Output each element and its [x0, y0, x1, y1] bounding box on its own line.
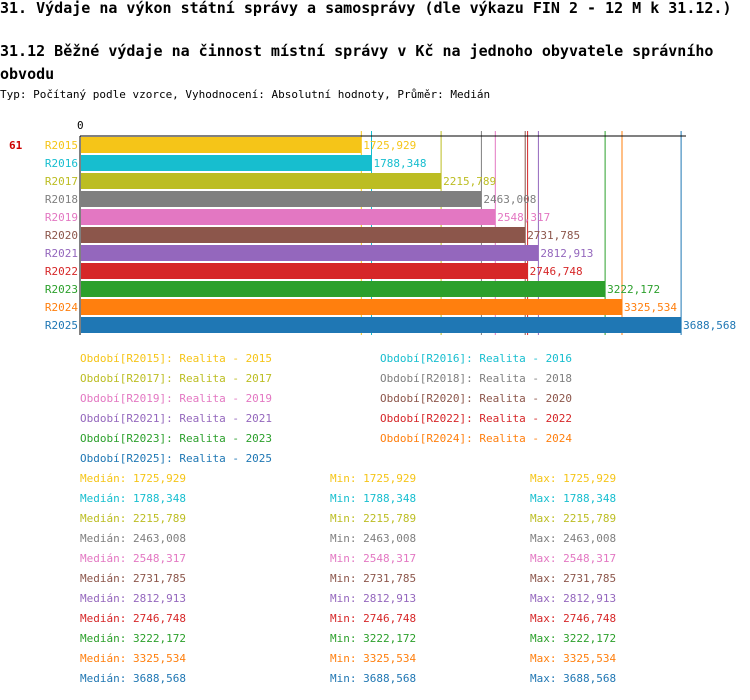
category-label: R2015 [45, 139, 78, 152]
category-label: R2022 [45, 265, 78, 278]
legend-item: Období[R2016]: Realita - 2016 [380, 352, 573, 365]
value-label: 3222,172 [607, 283, 660, 296]
category-label: R2017 [45, 175, 78, 188]
chart-subtitle: 31.12 Běžné výdaje na činnost místní spr… [0, 42, 714, 83]
stat-median: Medián: 3222,172 [80, 632, 186, 645]
legend-item: Období[R2023]: Realita - 2023 [80, 432, 273, 445]
stat-max: Max: 3688,568 [530, 672, 617, 685]
bar-R2019 [81, 209, 496, 225]
category-label: R2020 [45, 229, 78, 242]
stat-min: Min: 2746,748 [330, 612, 417, 625]
legend-item: Období[R2021]: Realita - 2021 [80, 412, 273, 425]
bar-R2025 [81, 317, 682, 333]
page-title: 31. Výdaje na výkon státní správy a samo… [0, 0, 732, 17]
value-label: 2731,785 [527, 229, 580, 242]
value-label: 2463,008 [483, 193, 536, 206]
stat-min: Min: 3325,534 [330, 652, 417, 665]
stat-max: Max: 2812,913 [530, 592, 617, 605]
bar-chart: R2015 1725,929 R2016 1788,348 R2017 2215,789 R… [9, 119, 736, 335]
stat-max: Max: 3325,534 [530, 652, 617, 665]
stat-max: Max: 2215,789 [530, 512, 617, 525]
stat-max: Max: 1725,929 [530, 472, 617, 485]
stat-median: Medián: 2463,008 [80, 532, 186, 545]
stat-median: Medián: 1725,929 [80, 472, 186, 485]
stat-min: Min: 2463,008 [330, 532, 417, 545]
stat-median: Medián: 3325,534 [80, 652, 186, 665]
stat-median: Medián: 2812,913 [80, 592, 186, 605]
category-label: R2024 [45, 301, 78, 314]
value-label: 1788,348 [374, 157, 427, 170]
stat-median: Medián: 1788,348 [80, 492, 186, 505]
bar-R2021 [81, 245, 539, 261]
legend-item: Období[R2020]: Realita - 2020 [380, 392, 573, 405]
value-label: 3688,568 [683, 319, 736, 332]
stat-max: Max: 3222,172 [530, 632, 617, 645]
value-label: 3325,534 [624, 301, 677, 314]
category-label: R2018 [45, 193, 78, 206]
stat-max: Max: 2746,748 [530, 612, 617, 625]
bar-R2024 [81, 299, 622, 315]
bar-R2020 [81, 227, 526, 243]
stat-max: Max: 1788,348 [530, 492, 617, 505]
legend-item: Období[R2017]: Realita - 2017 [80, 372, 273, 385]
stat-min: Min: 2731,785 [330, 572, 417, 585]
bar-R2016 [81, 155, 372, 171]
legend-item: Období[R2025]: Realita - 2025 [80, 452, 273, 465]
value-label: 2548,317 [497, 211, 550, 224]
value-label: 2215,789 [443, 175, 496, 188]
legend-item: Období[R2024]: Realita - 2024 [380, 432, 573, 445]
legend-item: Období[R2019]: Realita - 2019 [80, 392, 273, 405]
bar-R2015 [81, 137, 362, 153]
stat-min: Min: 2215,789 [330, 512, 417, 525]
chart-type-line: Typ: Počítaný podle vzorce, Vyhodnocení:… [0, 88, 491, 101]
bar-R2017 [81, 173, 442, 189]
stat-median: Medián: 2746,748 [80, 612, 186, 625]
stat-min: Min: 2548,317 [330, 552, 417, 565]
stat-median: Medián: 2548,317 [80, 552, 186, 565]
category-label: R2023 [45, 283, 78, 296]
stat-min: Min: 3688,568 [330, 672, 417, 685]
stat-min: Min: 3222,172 [330, 632, 417, 645]
category-label: R2016 [45, 157, 78, 170]
stat-max: Max: 2463,008 [530, 532, 617, 545]
stat-median: Medián: 3688,568 [80, 672, 186, 685]
bars: R2015 1725,929 R2016 1788,348 R2017 2215,789 R… [45, 137, 736, 333]
category-label: R2025 [45, 319, 78, 332]
value-label: 1725,929 [363, 139, 416, 152]
value-label: 2746,748 [530, 265, 583, 278]
stat-min: Min: 1725,929 [330, 472, 417, 485]
legend-item: Období[R2022]: Realita - 2022 [380, 412, 573, 425]
legend-item: Období[R2015]: Realita - 2015 [80, 352, 273, 365]
stat-min: Min: 1788,348 [330, 492, 417, 505]
x-axis-zero-label: 0 [77, 119, 84, 132]
row-marker: 61 [9, 139, 23, 152]
category-label: R2019 [45, 211, 78, 224]
stat-min: Min: 2812,913 [330, 592, 417, 605]
bar-R2022 [81, 263, 528, 279]
legend-item: Období[R2018]: Realita - 2018 [380, 372, 573, 385]
stat-max: Max: 2548,317 [530, 552, 617, 565]
stat-max: Max: 2731,785 [530, 572, 617, 585]
value-label: 2812,913 [540, 247, 593, 260]
bar-R2018 [81, 191, 482, 207]
category-label: R2021 [45, 247, 78, 260]
bar-R2023 [81, 281, 606, 297]
stat-median: Medián: 2731,785 [80, 572, 186, 585]
stat-median: Medián: 2215,789 [80, 512, 186, 525]
